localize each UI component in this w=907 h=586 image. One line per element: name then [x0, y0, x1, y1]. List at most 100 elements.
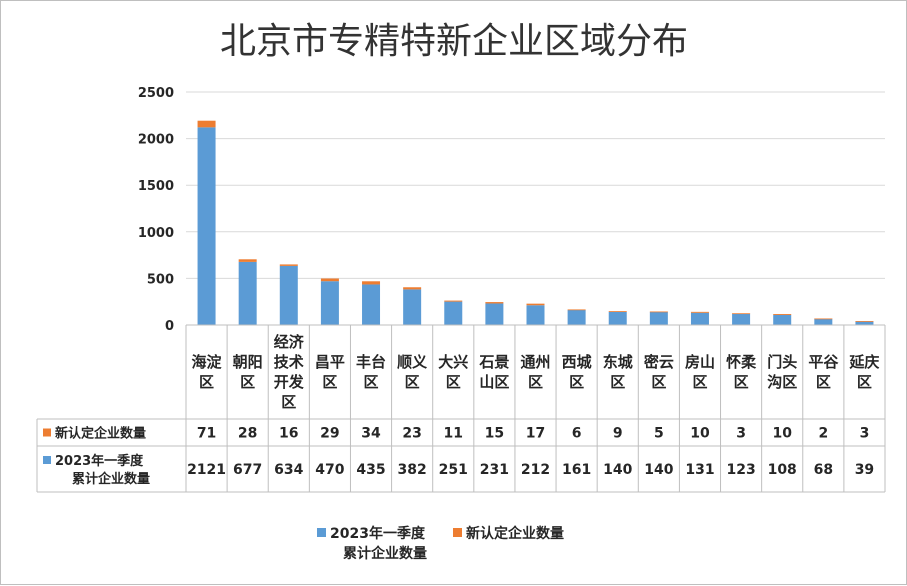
category-label: 沟区 — [767, 373, 797, 391]
table-cell-new: 5 — [654, 426, 664, 442]
bar-cumulative — [732, 313, 751, 325]
bar-cumulative — [403, 289, 422, 325]
bar-new — [526, 303, 545, 306]
legend-label-cumulative: 2023年一季度 — [330, 525, 426, 542]
category-label: 区 — [528, 373, 543, 391]
legend-key-cumulative — [317, 528, 326, 537]
table-legend-key — [43, 456, 51, 464]
data-table: 海淀区朝阳区经济技术开发区昌平区丰台区顺义区大兴区石景山区通州区西城区东城区密云… — [36, 324, 886, 493]
table-cell-new: 34 — [361, 426, 381, 442]
bar-new — [444, 300, 463, 302]
table-cell-cumulative: 108 — [768, 462, 797, 478]
category-label: 区 — [651, 373, 666, 391]
bar-new — [773, 314, 792, 315]
table-cell-new: 11 — [444, 426, 463, 442]
table-cell-new: 3 — [860, 426, 870, 442]
table-cell-cumulative: 140 — [603, 462, 632, 478]
category-label: 西城 — [562, 353, 592, 371]
legend-label-cumulative: 累计企业数量 — [343, 545, 427, 562]
category-label: 平谷 — [808, 353, 839, 371]
y-tick-label: 1500 — [138, 179, 174, 194]
category-label: 东城 — [603, 353, 633, 371]
bar-new — [814, 318, 833, 320]
bar-cumulative — [444, 301, 463, 325]
category-label: 区 — [364, 373, 379, 391]
table-cell-cumulative: 131 — [685, 462, 714, 478]
category-label: 区 — [692, 373, 707, 391]
table-cell-new: 29 — [320, 426, 339, 442]
category-label: 延庆 — [848, 353, 879, 371]
category-label: 区 — [734, 373, 749, 391]
table-cell-cumulative: 435 — [356, 462, 385, 478]
y-axis: 0 500 1000 1500 2000 2500 — [138, 86, 174, 334]
bar-new — [649, 311, 668, 313]
bar-cumulative — [855, 321, 874, 325]
category-label: 朝阳 — [233, 353, 263, 371]
category-label: 大兴 — [438, 353, 468, 371]
bar-cumulative — [526, 305, 545, 325]
legend-key-new — [453, 528, 462, 537]
bar-cumulative — [773, 314, 792, 325]
table-legend-key — [43, 428, 51, 437]
table-cell-cumulative: 68 — [814, 462, 833, 478]
bar-cumulative — [649, 311, 668, 325]
table-cell-cumulative: 2121 — [187, 462, 226, 478]
category-label: 昌平 — [315, 353, 345, 371]
table-cell-new: 15 — [485, 426, 504, 442]
table-cell-new: 23 — [402, 426, 421, 442]
category-label: 区 — [816, 373, 831, 391]
bar-new — [279, 264, 298, 266]
bar-cumulative — [567, 309, 586, 325]
bar-cumulative — [690, 312, 709, 325]
table-cell-new: 9 — [613, 426, 623, 442]
category-label: 房山 — [685, 353, 715, 371]
table-cell-cumulative: 470 — [315, 462, 344, 478]
category-label: 区 — [610, 373, 625, 391]
y-tick-label: 0 — [165, 319, 174, 334]
category-label: 区 — [857, 373, 872, 391]
bar-new — [485, 302, 504, 304]
table-row-label: 2023年一季度 — [55, 453, 144, 469]
category-label: 区 — [199, 373, 214, 391]
y-tick-label: 500 — [147, 272, 174, 287]
bar-new — [690, 311, 709, 313]
bar-cumulative — [485, 303, 504, 325]
bar-cumulative — [197, 127, 216, 325]
category-label: 区 — [569, 373, 584, 391]
category-label: 区 — [240, 373, 255, 391]
bar-new — [608, 311, 627, 312]
category-label: 丰台 — [356, 353, 386, 371]
table-cell-cumulative: 39 — [855, 462, 874, 478]
category-label: 门头 — [767, 353, 797, 371]
bar-new — [732, 313, 751, 315]
bar-new — [403, 287, 422, 290]
table-cell-new: 17 — [526, 426, 545, 442]
category-label: 经济 — [274, 333, 305, 351]
bar-cumulative — [279, 265, 298, 325]
bar-cumulative — [362, 284, 381, 325]
category-label: 区 — [281, 393, 296, 411]
bar-cumulative — [814, 318, 833, 325]
bars — [197, 120, 874, 325]
bar-new — [855, 321, 874, 322]
table-cell-new: 2 — [818, 426, 828, 442]
bar-new — [362, 281, 381, 285]
category-label: 怀柔 — [726, 353, 757, 371]
table-row-label: 新认定企业数量 — [55, 426, 146, 442]
table-cell-cumulative: 634 — [274, 462, 303, 478]
table-cell-cumulative: 251 — [439, 462, 468, 478]
category-label: 通州 — [520, 353, 550, 371]
table-cell-new: 6 — [572, 426, 582, 442]
category-label: 山区 — [479, 373, 509, 391]
table-cell-new: 10 — [772, 426, 792, 442]
table-cell-cumulative: 212 — [521, 462, 550, 478]
table-row-label: 累计企业数量 — [72, 471, 150, 487]
category-label: 海淀 — [192, 353, 223, 371]
bar-new — [320, 278, 339, 282]
y-tick-label: 2500 — [138, 86, 174, 101]
y-tick-label: 2000 — [138, 133, 174, 148]
category-label: 密云 — [644, 353, 674, 371]
